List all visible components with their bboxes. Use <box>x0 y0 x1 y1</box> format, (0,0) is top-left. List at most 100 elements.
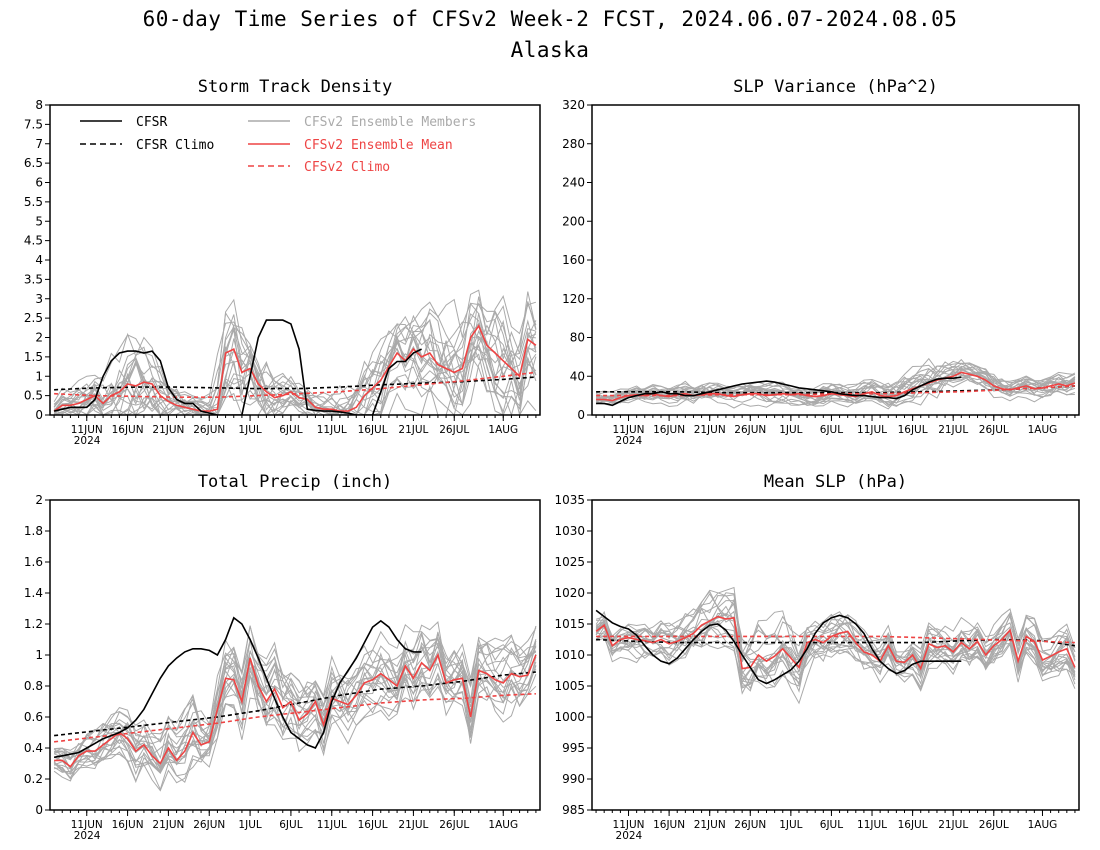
plot-area <box>595 357 1076 410</box>
series-line-cfsv2-climo <box>596 635 1075 644</box>
panel-title: Total Precip (inch) <box>198 472 392 492</box>
x-tick-year: 2024 <box>616 830 643 842</box>
y-tick-label: 2 <box>35 331 43 345</box>
y-tick-label: 1015 <box>554 617 585 631</box>
panel-title: Storm Track Density <box>198 77 392 97</box>
ensemble-member-line <box>54 322 537 415</box>
panel-title: Mean SLP (hPa) <box>764 472 907 492</box>
y-tick-label: 1035 <box>554 493 585 507</box>
y-tick-label: 5 <box>35 214 43 228</box>
legend-label: CFSR <box>136 115 167 130</box>
y-tick-label: 2 <box>35 493 43 507</box>
y-tick-label: 1000 <box>554 710 585 724</box>
ensemble-member-line <box>595 372 1076 408</box>
y-tick-label: 4.5 <box>24 234 43 248</box>
x-tick-label: 1AUG <box>488 819 518 831</box>
plot-area <box>53 616 537 792</box>
x-tick-label: 21JUL <box>398 424 428 436</box>
y-tick-label: 80 <box>570 331 585 345</box>
y-tick-label: 1.2 <box>24 617 43 631</box>
x-tick-label: 1AUG <box>1028 819 1058 831</box>
x-tick-label: 16JUN <box>653 819 685 831</box>
x-tick-label: 1AUG <box>488 424 518 436</box>
x-tick-label: 21JUN <box>152 819 184 831</box>
x-tick-label: 16JUL <box>898 819 928 831</box>
series-line-cfsv2-ensemble-mean <box>595 615 1076 671</box>
legend-label: CFSR Climo <box>136 138 214 153</box>
series-line-cfsr <box>53 616 422 759</box>
ensemble-member-line <box>54 344 537 415</box>
x-tick-label: 26JUL <box>979 819 1009 831</box>
y-tick-label: 1.8 <box>24 524 43 538</box>
ensemble-member-line <box>595 594 1076 659</box>
x-tick-label: 11JUL <box>317 424 347 436</box>
y-tick-label: 320 <box>562 98 585 112</box>
ensemble-member-line <box>53 296 537 415</box>
y-tick-label: 7 <box>35 137 43 151</box>
x-tick-label: 11JUL <box>857 424 887 436</box>
y-tick-label: 1.6 <box>24 555 43 569</box>
y-tick-label: 5.5 <box>24 195 43 209</box>
x-tick-label: 11JUN <box>71 819 103 831</box>
ensemble-member-line <box>595 358 1075 398</box>
ensemble-member-line <box>53 650 537 780</box>
y-tick-label: 0.2 <box>24 772 43 786</box>
page-subtitle: Alaska <box>510 38 590 62</box>
y-tick-label: 280 <box>562 137 585 151</box>
x-tick-label: 26JUL <box>439 819 469 831</box>
y-tick-label: 6 <box>35 176 43 190</box>
plot-area <box>53 289 537 415</box>
x-tick-label: 11JUN <box>613 819 645 831</box>
y-tick-label: 995 <box>562 741 585 755</box>
panel-mean-slp: Mean SLP (hPa) 985 990 995 1000 1005 1010 1015 1… <box>554 472 1080 842</box>
legend-label: CFSv2 Climo <box>304 160 390 175</box>
y-tick-label: 1 <box>35 369 43 383</box>
x-tick-label: 21JUN <box>694 424 726 436</box>
x-tick-label: 21JUL <box>398 819 428 831</box>
legend-label: CFSv2 Ensemble Members <box>304 115 476 130</box>
panel-title: SLP Variance (hPa^2) <box>733 77 938 97</box>
y-tick-label: 40 <box>570 369 585 383</box>
ensemble-member-line <box>595 623 1076 689</box>
plot-frame <box>49 499 541 811</box>
y-tick-label: 1.5 <box>24 350 43 364</box>
x-tick-label: 26JUL <box>979 424 1009 436</box>
x-tick-label: 21JUN <box>152 424 184 436</box>
y-tick-label: 1020 <box>554 586 585 600</box>
plot-frame <box>591 499 1080 811</box>
ensemble-member-line <box>596 610 1076 705</box>
y-tick-label: 120 <box>562 292 585 306</box>
x-tick-label: 16JUN <box>112 424 144 436</box>
y-tick-label: 160 <box>562 253 585 267</box>
y-tick-label: 1005 <box>554 679 585 693</box>
ensemble-member-line <box>595 367 1076 403</box>
panel-storm-track-density: Storm Track Density 0 0.5 1 1.5 2 2.5 3 3.5 4 4.5 5… <box>24 77 541 447</box>
ensemble-member-line <box>53 354 537 415</box>
ensemble-member-line <box>53 313 537 415</box>
x-tick-label: 6JUL <box>279 819 302 831</box>
ensemble-member-line <box>595 363 1076 397</box>
ensemble-member-line <box>595 586 1076 676</box>
y-tick-label: 3 <box>35 292 43 306</box>
ensemble-member-line <box>54 302 537 415</box>
y-tick-label: 0 <box>577 408 585 422</box>
plot-area <box>595 586 1076 705</box>
y-tick-label: 1030 <box>554 524 585 538</box>
x-tick-label: 11JUN <box>71 424 103 436</box>
plot-frame <box>49 104 541 416</box>
x-tick-label: 21JUN <box>694 819 726 831</box>
y-tick-label: 0.6 <box>24 710 43 724</box>
ensemble-member-line <box>53 345 537 415</box>
y-tick-label: 240 <box>562 176 585 190</box>
plot-frame <box>591 104 1080 416</box>
y-tick-label: 0 <box>35 408 43 422</box>
x-tick-year: 2024 <box>74 435 101 447</box>
y-tick-label: 1.4 <box>24 586 43 600</box>
series-line-cfsv2-climo <box>54 693 536 743</box>
legend-label: CFSv2 Ensemble Mean <box>304 138 453 153</box>
y-tick-label: 1025 <box>554 555 585 569</box>
series-line-cfsr <box>595 609 962 685</box>
page-title: 60-day Time Series of CFSv2 Week-2 FCST,… <box>142 7 958 31</box>
y-tick-label: 0.5 <box>24 389 43 403</box>
x-tick-label: 26JUN <box>734 819 766 831</box>
